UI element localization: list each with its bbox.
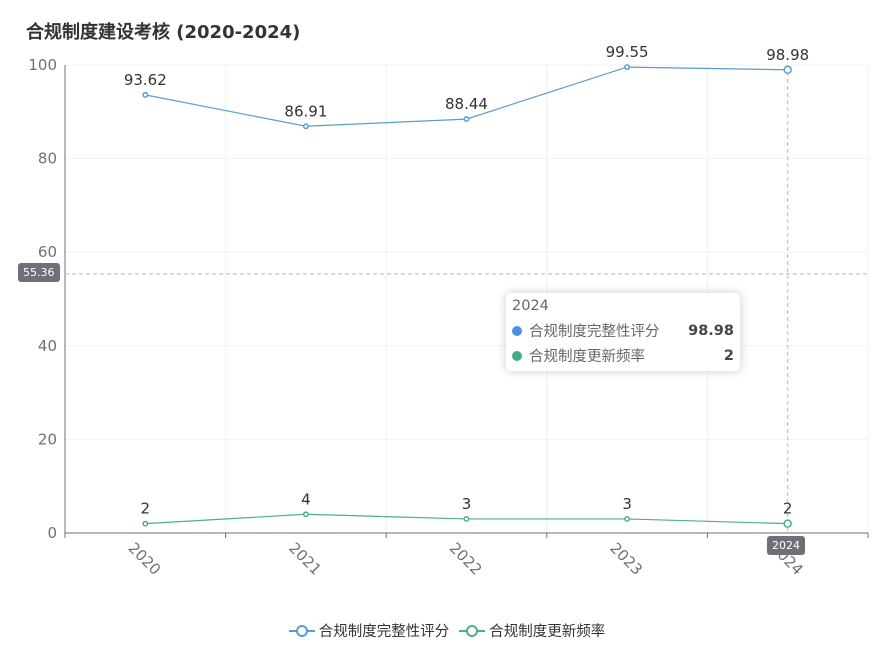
data-point [624,516,631,522]
axes: 0 20 40 60 80 100 2020 2021 2022 2023 2024 [28,56,869,579]
line-chart[interactable]: 0 20 40 60 80 100 2020 2021 2022 2023 2024 93.62 86… [0,0,894,610]
x-tick-label: 2021 [285,539,325,579]
tooltip-series-name: 合规制度更新频率 [529,349,645,365]
y-tick-label: 80 [38,150,57,168]
y-tick-label: 20 [38,430,57,448]
axis-pointer [65,65,868,533]
data-label: 86.91 [284,102,327,120]
tooltip-title: 2024 [512,298,549,314]
axis-pointer-x-label: 2024 [767,536,805,555]
tooltip: 2024 合规制度完整性评分 98.98 合规制度更新频率 2 [506,293,740,371]
x-tick-label: 2023 [606,539,646,579]
legend-line-circle-icon [459,624,486,637]
data-point [783,65,792,75]
data-label: 93.62 [124,71,167,89]
series-layer [142,64,792,528]
data-point [624,64,631,71]
data-label: 3 [462,495,472,513]
tooltip-series-value: 98.98 [688,322,734,339]
data-point [302,511,309,518]
axis-pointer-y-label: 55.36 [18,263,60,282]
legend-item-score[interactable]: 合规制度完整性评分 [288,620,450,641]
series-frequency-dot-icon [512,350,522,361]
chart-title: 合规制度建设考核 (2020-2024) [26,22,301,43]
data-point [463,516,470,522]
data-point [142,91,149,98]
data-label: 99.55 [606,43,649,61]
x-tick-label: 2022 [446,539,486,579]
data-label: 98.98 [766,46,809,64]
y-tick-label: 60 [38,243,57,261]
legend: 合规制度完整性评分 合规制度更新频率 [0,620,894,641]
y-tick-label: 40 [38,337,57,355]
tooltip-series-value: 2 [723,347,734,364]
data-label: 3 [622,495,632,513]
data-label: 2 [783,500,793,518]
data-label: 2 [141,500,151,518]
legend-label: 合规制度完整性评分 [318,624,450,640]
tooltip-row-frequency: 合规制度更新频率 2 [512,343,734,368]
legend-item-frequency[interactable]: 合规制度更新频率 [459,620,605,641]
data-point [302,123,309,130]
grid-lines [64,64,869,533]
data-point [783,519,792,528]
tooltip-series-name: 合规制度完整性评分 [529,324,660,340]
data-label: 4 [301,490,311,508]
y-tick-label: 100 [28,56,57,74]
tooltip-row-score: 合规制度完整性评分 98.98 [512,318,734,343]
data-labels: 93.62 86.91 88.44 99.55 98.98 2 4 3 3 2 [124,43,809,518]
data-point [463,116,470,123]
data-label: 88.44 [445,95,488,113]
series-score-dot-icon [512,325,522,336]
y-tick-label: 0 [47,524,57,542]
legend-label: 合规制度更新频率 [489,624,606,640]
x-tick-label: 2020 [125,539,165,579]
data-point [142,520,149,527]
legend-line-circle-icon [288,624,315,637]
